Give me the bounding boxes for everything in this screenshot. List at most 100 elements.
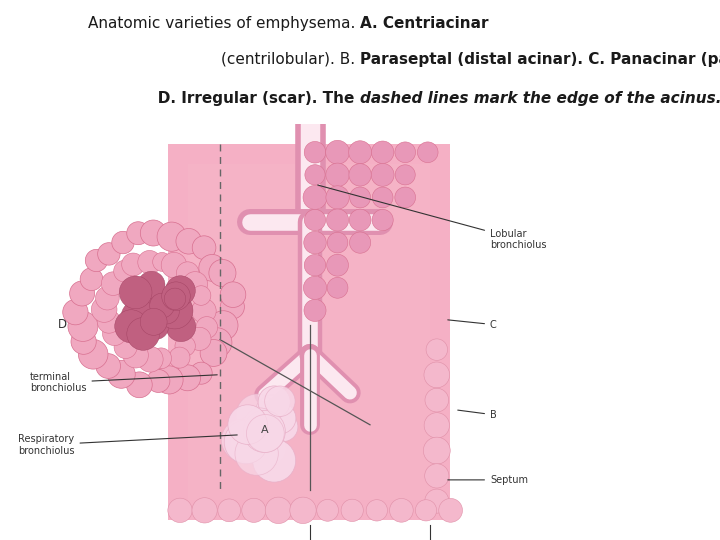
Text: dashed lines mark the edge of the acinus.: dashed lines mark the edge of the acinus… (360, 91, 720, 106)
Circle shape (246, 414, 278, 446)
Circle shape (250, 404, 288, 442)
Circle shape (256, 395, 289, 428)
Circle shape (127, 222, 150, 245)
Text: Respiratory
bronchiolus: Respiratory bronchiolus (18, 434, 237, 456)
Circle shape (176, 262, 199, 285)
Circle shape (155, 366, 183, 394)
Circle shape (349, 164, 372, 186)
Circle shape (120, 276, 152, 309)
Text: Paraseptal (distal acinar). C. Panacinar (panlobular).: Paraseptal (distal acinar). C. Panacinar… (360, 52, 720, 67)
Circle shape (243, 410, 285, 453)
Circle shape (114, 260, 135, 282)
Circle shape (265, 386, 295, 416)
Circle shape (102, 321, 127, 346)
Circle shape (209, 310, 238, 340)
Circle shape (114, 335, 137, 359)
Circle shape (253, 433, 286, 465)
Circle shape (395, 187, 415, 208)
Text: C: C (448, 320, 497, 329)
Circle shape (228, 405, 267, 444)
Circle shape (372, 141, 394, 164)
Circle shape (244, 408, 276, 441)
Circle shape (265, 497, 292, 524)
Circle shape (247, 416, 277, 447)
Circle shape (366, 500, 387, 521)
Circle shape (303, 276, 327, 299)
Circle shape (157, 222, 186, 251)
Circle shape (395, 165, 415, 185)
Circle shape (438, 498, 462, 522)
Circle shape (348, 141, 372, 164)
Circle shape (192, 286, 211, 305)
Circle shape (91, 296, 117, 322)
Circle shape (304, 299, 326, 321)
Text: Anatomic varieties of emphysema.: Anatomic varieties of emphysema. (88, 16, 360, 31)
Circle shape (138, 271, 165, 299)
Circle shape (317, 500, 338, 521)
Circle shape (372, 210, 393, 231)
Circle shape (138, 290, 173, 326)
Circle shape (218, 499, 240, 522)
Circle shape (137, 291, 173, 327)
Circle shape (138, 347, 163, 372)
Circle shape (145, 298, 167, 320)
Circle shape (122, 253, 145, 276)
Circle shape (127, 318, 160, 350)
Circle shape (245, 409, 285, 450)
Circle shape (162, 282, 190, 310)
Circle shape (166, 276, 195, 306)
Circle shape (231, 420, 274, 463)
Circle shape (224, 420, 268, 464)
Circle shape (303, 185, 327, 210)
Circle shape (188, 327, 211, 350)
Text: D. Irregular (scar). The: D. Irregular (scar). The (143, 91, 360, 106)
Circle shape (70, 281, 94, 306)
Circle shape (153, 298, 179, 324)
Circle shape (265, 403, 296, 434)
Text: Lobular
bronchiolus: Lobular bronchiolus (318, 185, 546, 250)
Text: (centrilobular). B.: (centrilobular). B. (221, 52, 360, 67)
Circle shape (349, 232, 371, 253)
Circle shape (269, 412, 298, 442)
Circle shape (253, 439, 296, 482)
Circle shape (164, 288, 186, 309)
Circle shape (326, 209, 348, 231)
Circle shape (305, 210, 325, 231)
Circle shape (424, 362, 449, 388)
Circle shape (98, 242, 120, 265)
Circle shape (169, 347, 190, 368)
Circle shape (326, 186, 349, 209)
Circle shape (192, 299, 216, 323)
Circle shape (349, 209, 371, 231)
Circle shape (153, 253, 171, 271)
Bar (188, 164, 430, 500)
Circle shape (424, 413, 449, 438)
Circle shape (102, 272, 125, 295)
Circle shape (390, 498, 413, 522)
Circle shape (304, 231, 326, 254)
Text: A: A (261, 425, 269, 435)
Circle shape (258, 386, 290, 418)
Circle shape (166, 312, 196, 342)
Circle shape (221, 419, 263, 461)
Circle shape (327, 278, 348, 298)
Circle shape (107, 360, 135, 388)
Circle shape (150, 293, 174, 318)
Circle shape (80, 268, 103, 291)
Circle shape (200, 340, 227, 367)
Circle shape (326, 163, 349, 187)
Circle shape (96, 354, 120, 379)
Circle shape (246, 415, 284, 453)
Circle shape (125, 318, 153, 346)
Circle shape (220, 295, 244, 319)
Circle shape (192, 498, 217, 523)
Bar (168, 144, 450, 520)
Circle shape (350, 187, 371, 208)
Circle shape (175, 336, 195, 356)
Text: terminal
bronchiolus: terminal bronchiolus (30, 372, 217, 394)
Circle shape (235, 432, 279, 475)
Circle shape (305, 254, 325, 276)
Circle shape (140, 220, 166, 246)
Circle shape (168, 498, 192, 523)
Circle shape (305, 141, 325, 163)
